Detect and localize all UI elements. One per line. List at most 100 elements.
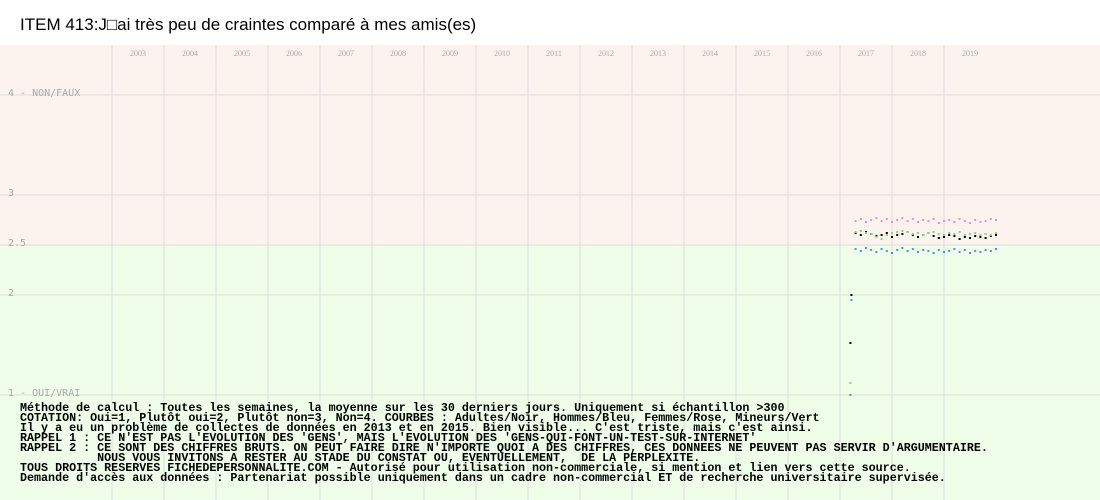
point bbox=[969, 222, 971, 224]
point bbox=[849, 394, 852, 396]
point bbox=[906, 231, 909, 233]
point bbox=[963, 249, 966, 251]
point bbox=[943, 236, 945, 238]
x-tick-label: 2017 bbox=[858, 49, 874, 58]
point bbox=[850, 299, 853, 301]
x-tick-label: 2015 bbox=[754, 49, 770, 58]
point bbox=[974, 250, 977, 252]
x-tick-label: 2018 bbox=[910, 49, 926, 58]
point bbox=[880, 238, 883, 240]
point bbox=[911, 248, 914, 250]
point bbox=[906, 250, 909, 252]
x-tick-label: 2013 bbox=[650, 49, 666, 58]
point bbox=[932, 218, 935, 220]
point bbox=[901, 247, 904, 249]
point bbox=[927, 232, 930, 234]
point bbox=[922, 234, 925, 236]
point bbox=[917, 236, 919, 238]
note-line: COTATION: Oui=1, Plutôt oui=2, Plutôt no… bbox=[20, 411, 820, 425]
point bbox=[922, 249, 925, 251]
point bbox=[974, 219, 977, 221]
point bbox=[969, 252, 971, 254]
point bbox=[896, 231, 899, 233]
x-tick-label: 2007 bbox=[338, 49, 354, 58]
point bbox=[963, 236, 966, 238]
point bbox=[896, 234, 899, 236]
point bbox=[891, 232, 893, 234]
x-tick-label: 2016 bbox=[806, 49, 822, 58]
point bbox=[891, 252, 893, 254]
point bbox=[927, 220, 930, 222]
point bbox=[880, 248, 883, 250]
background bbox=[0, 45, 1100, 500]
grid: 1 - OUI/VRAI 2 2.5 3 4 - NON/FAUX 2003 2004 200… bbox=[0, 45, 1100, 500]
point bbox=[995, 234, 997, 236]
point bbox=[937, 237, 940, 239]
point bbox=[974, 235, 977, 237]
point bbox=[885, 250, 888, 252]
point bbox=[891, 236, 893, 238]
upper-band bbox=[0, 45, 1100, 245]
point bbox=[948, 234, 951, 236]
point bbox=[865, 232, 867, 234]
point bbox=[850, 294, 853, 296]
y-tick-label: 4 - NON/FAUX bbox=[8, 88, 80, 99]
point bbox=[875, 217, 878, 219]
point bbox=[948, 250, 951, 252]
point bbox=[958, 238, 961, 240]
point bbox=[958, 218, 961, 220]
point bbox=[937, 222, 940, 224]
point bbox=[953, 233, 956, 235]
points bbox=[849, 217, 997, 396]
point bbox=[948, 232, 951, 234]
point bbox=[989, 234, 992, 236]
point bbox=[849, 382, 852, 384]
x-tick-label: 2014 bbox=[702, 49, 718, 58]
point bbox=[989, 250, 992, 252]
point bbox=[974, 232, 977, 234]
point bbox=[958, 251, 961, 253]
x-tick-label: 2008 bbox=[390, 49, 406, 58]
chart-title: ITEM 413:J□ai très peu de craintes compa… bbox=[20, 15, 476, 34]
point bbox=[917, 251, 919, 253]
point bbox=[859, 218, 862, 220]
point bbox=[943, 251, 945, 253]
point bbox=[995, 219, 997, 221]
x-tick-label: 2003 bbox=[130, 49, 146, 58]
point bbox=[979, 251, 982, 253]
point bbox=[880, 220, 883, 222]
point bbox=[953, 221, 956, 223]
point bbox=[859, 234, 862, 236]
x-tick-label: 2004 bbox=[182, 49, 198, 58]
point bbox=[917, 221, 919, 223]
point bbox=[979, 234, 982, 236]
point bbox=[979, 236, 982, 238]
point bbox=[917, 232, 919, 234]
point bbox=[984, 237, 987, 239]
point bbox=[865, 221, 867, 223]
note-line: RAPPEL 2 : CE SONT DES CHIFFRES BRUTS. O… bbox=[20, 441, 988, 455]
point bbox=[995, 232, 997, 234]
point bbox=[906, 220, 909, 222]
point bbox=[901, 233, 904, 235]
notes: Méthode de calcul : Toutes les semaines,… bbox=[20, 401, 988, 485]
point bbox=[859, 250, 862, 252]
point bbox=[901, 217, 904, 219]
note-line: Demande d'accès aux données : Partenaria… bbox=[20, 471, 946, 485]
point bbox=[875, 251, 878, 253]
point bbox=[865, 247, 867, 249]
point bbox=[927, 250, 930, 252]
point bbox=[854, 220, 857, 222]
point bbox=[870, 219, 873, 221]
x-tick-label: 2009 bbox=[442, 49, 458, 58]
point bbox=[937, 249, 940, 251]
note-line: NOUS VOUS INVITONS A RESTER AU STADE DU … bbox=[20, 451, 700, 465]
x-tick-label: 2011 bbox=[546, 49, 562, 58]
x-tick-label: 2010 bbox=[494, 49, 510, 58]
point bbox=[859, 230, 862, 232]
point bbox=[932, 235, 935, 237]
y-tick-label: 3 bbox=[8, 188, 14, 199]
point bbox=[885, 232, 888, 234]
y-tick-label: 2 bbox=[8, 288, 14, 299]
